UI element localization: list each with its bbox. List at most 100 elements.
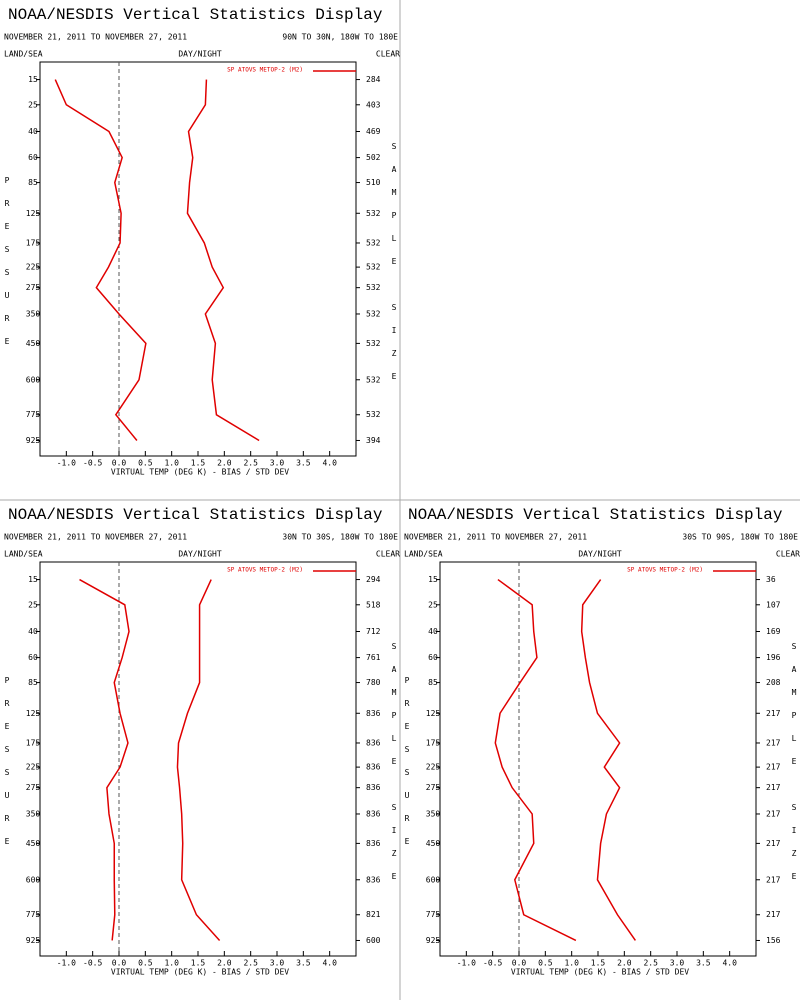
plot-frame bbox=[39, 561, 357, 957]
chart-title: NOAA/NESDIS Vertical Statistics Display bbox=[8, 506, 383, 524]
sample-size: 217 bbox=[766, 809, 781, 818]
sample-size: 780 bbox=[366, 678, 381, 687]
sample-size: 217 bbox=[766, 839, 781, 848]
series-line bbox=[79, 578, 130, 941]
y-tick-label: 450 bbox=[26, 339, 41, 348]
sample-size: 712 bbox=[366, 627, 381, 636]
sample-size: 510 bbox=[366, 178, 381, 187]
sample-size: 836 bbox=[366, 809, 381, 818]
y-tick-label: 85 bbox=[28, 178, 38, 187]
y-tick-label: 450 bbox=[26, 839, 41, 848]
x-tick-label: 1.0 bbox=[164, 959, 179, 968]
sample-size: 532 bbox=[366, 283, 381, 292]
y-tick-label: 85 bbox=[28, 678, 38, 687]
x-tick-label: 1.5 bbox=[191, 959, 206, 968]
x-axis-label: VIRTUAL TEMP (DEG K) - BIAS / STD DEV bbox=[511, 968, 689, 977]
x-tick-label: 0.5 bbox=[138, 459, 153, 468]
sample-size: 217 bbox=[766, 763, 781, 772]
y-axis-label: PRESSURE bbox=[3, 176, 12, 360]
sample-size: 821 bbox=[366, 910, 381, 919]
sample-size: 532 bbox=[366, 339, 381, 348]
header: CLEAR bbox=[776, 550, 800, 559]
sample-size: 836 bbox=[366, 839, 381, 848]
sample-size: 518 bbox=[366, 600, 381, 609]
x-tick-label: 1.5 bbox=[191, 459, 206, 468]
date-range: NOVEMBER 21, 2011 TO NOVEMBER 27, 2011 bbox=[4, 533, 187, 542]
x-tick-label: 0.0 bbox=[512, 959, 527, 968]
sample-size: 107 bbox=[766, 600, 781, 609]
sample-size: 156 bbox=[766, 936, 781, 945]
y-tick-label: 40 bbox=[28, 127, 38, 136]
chart-panel: NOAA/NESDIS Vertical Statistics Display N… bbox=[403, 506, 800, 976]
plot-frame bbox=[439, 561, 757, 957]
sample-size: 196 bbox=[766, 653, 781, 662]
sample-size: 394 bbox=[366, 436, 381, 445]
legend-label: SP ATOVS METOP-2 (M2) bbox=[227, 67, 303, 74]
y-tick-label: 600 bbox=[426, 875, 441, 884]
sample-size: 532 bbox=[366, 410, 381, 419]
x-tick-label: 1.5 bbox=[591, 959, 606, 968]
x-tick-label: 4.0 bbox=[722, 959, 737, 968]
y-tick-label: 175 bbox=[426, 738, 441, 747]
sample-size: 217 bbox=[766, 783, 781, 792]
chart-title: NOAA/NESDIS Vertical Statistics Display bbox=[408, 506, 783, 524]
x-tick-label: 1.0 bbox=[564, 959, 579, 968]
y2-axis-label: SAMPLE SIZE bbox=[390, 142, 399, 395]
sample-size: 294 bbox=[366, 575, 381, 584]
sample-size: 217 bbox=[766, 709, 781, 718]
x-tick-label: 0.0 bbox=[112, 959, 127, 968]
sample-size: 217 bbox=[766, 910, 781, 919]
x-tick-label: 3.5 bbox=[696, 959, 711, 968]
region: 90N TO 30N, 180W TO 180E bbox=[282, 33, 398, 42]
y-tick-label: 225 bbox=[26, 263, 41, 272]
x-tick-label: 0.5 bbox=[138, 959, 153, 968]
y-tick-label: 60 bbox=[28, 653, 38, 662]
sample-size: 836 bbox=[366, 783, 381, 792]
x-tick-label: -0.5 bbox=[83, 959, 102, 968]
sample-size: 36 bbox=[766, 575, 776, 584]
y-tick-label: 775 bbox=[26, 410, 41, 419]
sample-size: 217 bbox=[766, 875, 781, 884]
x-tick-label: 3.0 bbox=[270, 959, 285, 968]
x-tick-label: 4.0 bbox=[322, 959, 337, 968]
y-tick-label: 15 bbox=[28, 75, 38, 84]
sample-size: 502 bbox=[366, 153, 381, 162]
x-tick-label: -1.0 bbox=[457, 959, 476, 968]
x-tick-label: 3.0 bbox=[270, 459, 285, 468]
y2-axis-label: SAMPLE SIZE bbox=[390, 642, 399, 895]
x-tick-label: -0.5 bbox=[83, 459, 102, 468]
header: CLEAR bbox=[376, 50, 400, 59]
y-tick-label: 350 bbox=[26, 309, 41, 318]
y-tick-label: 275 bbox=[26, 283, 41, 292]
x-tick-label: 0.0 bbox=[112, 459, 127, 468]
y-tick-label: 225 bbox=[26, 763, 41, 772]
x-axis-label: VIRTUAL TEMP (DEG K) - BIAS / STD DEV bbox=[111, 968, 289, 977]
header: DAY/NIGHT bbox=[578, 550, 622, 559]
sample-size: 403 bbox=[366, 100, 381, 109]
x-tick-label: 3.5 bbox=[296, 459, 311, 468]
sample-size: 836 bbox=[366, 709, 381, 718]
date-range: NOVEMBER 21, 2011 TO NOVEMBER 27, 2011 bbox=[4, 33, 187, 42]
header: LAND/SEA bbox=[4, 550, 43, 559]
y-tick-label: 60 bbox=[428, 653, 438, 662]
y-tick-label: 25 bbox=[28, 600, 38, 609]
sample-size: 284 bbox=[366, 75, 381, 84]
sample-size: 532 bbox=[366, 209, 381, 218]
x-tick-label: 2.0 bbox=[217, 459, 232, 468]
y-tick-label: 350 bbox=[426, 809, 441, 818]
y-tick-label: 175 bbox=[26, 238, 41, 247]
y-tick-label: 600 bbox=[26, 875, 41, 884]
y-tick-label: 175 bbox=[26, 738, 41, 747]
header: DAY/NIGHT bbox=[178, 50, 222, 59]
sample-size: 217 bbox=[766, 738, 781, 747]
sample-size: 761 bbox=[366, 653, 381, 662]
sample-size: 836 bbox=[366, 738, 381, 747]
chart-panel: NOAA/NESDIS Vertical Statistics Display N… bbox=[3, 6, 401, 476]
y-tick-label: 125 bbox=[26, 209, 41, 218]
y-tick-label: 600 bbox=[26, 375, 41, 384]
y-tick-label: 25 bbox=[428, 600, 438, 609]
y-tick-label: 450 bbox=[426, 839, 441, 848]
series-line bbox=[54, 79, 147, 441]
y2-axis-label: SAMPLE SIZE bbox=[790, 642, 799, 895]
